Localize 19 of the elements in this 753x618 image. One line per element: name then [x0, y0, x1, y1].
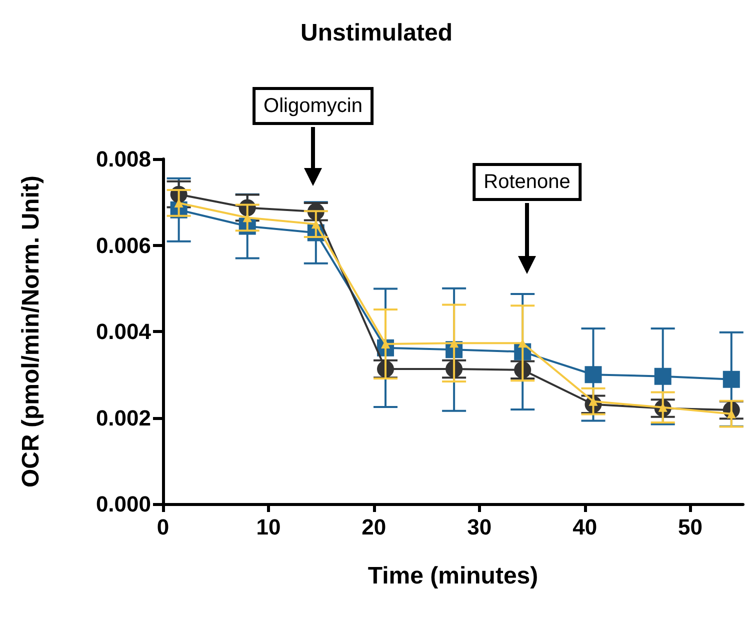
chart-title: Unstimulated [300, 20, 453, 46]
y-axis-title: OCR (pmol/min/Norm. Unit) [18, 176, 44, 488]
x-tick-label: 10 [256, 514, 281, 540]
annotation: Rotenone [472, 163, 582, 201]
x-axis-title: Time (minutes) [368, 562, 538, 590]
x-tick-label: 40 [572, 514, 598, 540]
y-tick-label: 0.004 [96, 319, 152, 344]
point [722, 370, 740, 388]
text: Oligomycin [252, 87, 374, 125]
x-tick-label: 50 [678, 514, 703, 540]
point [654, 368, 672, 385]
x-tick-label: 0 [156, 514, 170, 540]
y-tick-label: 0.008 [96, 146, 151, 172]
point [584, 366, 602, 384]
y-tick-label: 0.002 [96, 405, 151, 430]
y-tick-label: 0.000 [96, 492, 151, 516]
x-tick-label: 30 [467, 514, 492, 540]
y-tick-label: 0.006 [96, 232, 151, 258]
x-tick-label: 20 [362, 514, 386, 540]
